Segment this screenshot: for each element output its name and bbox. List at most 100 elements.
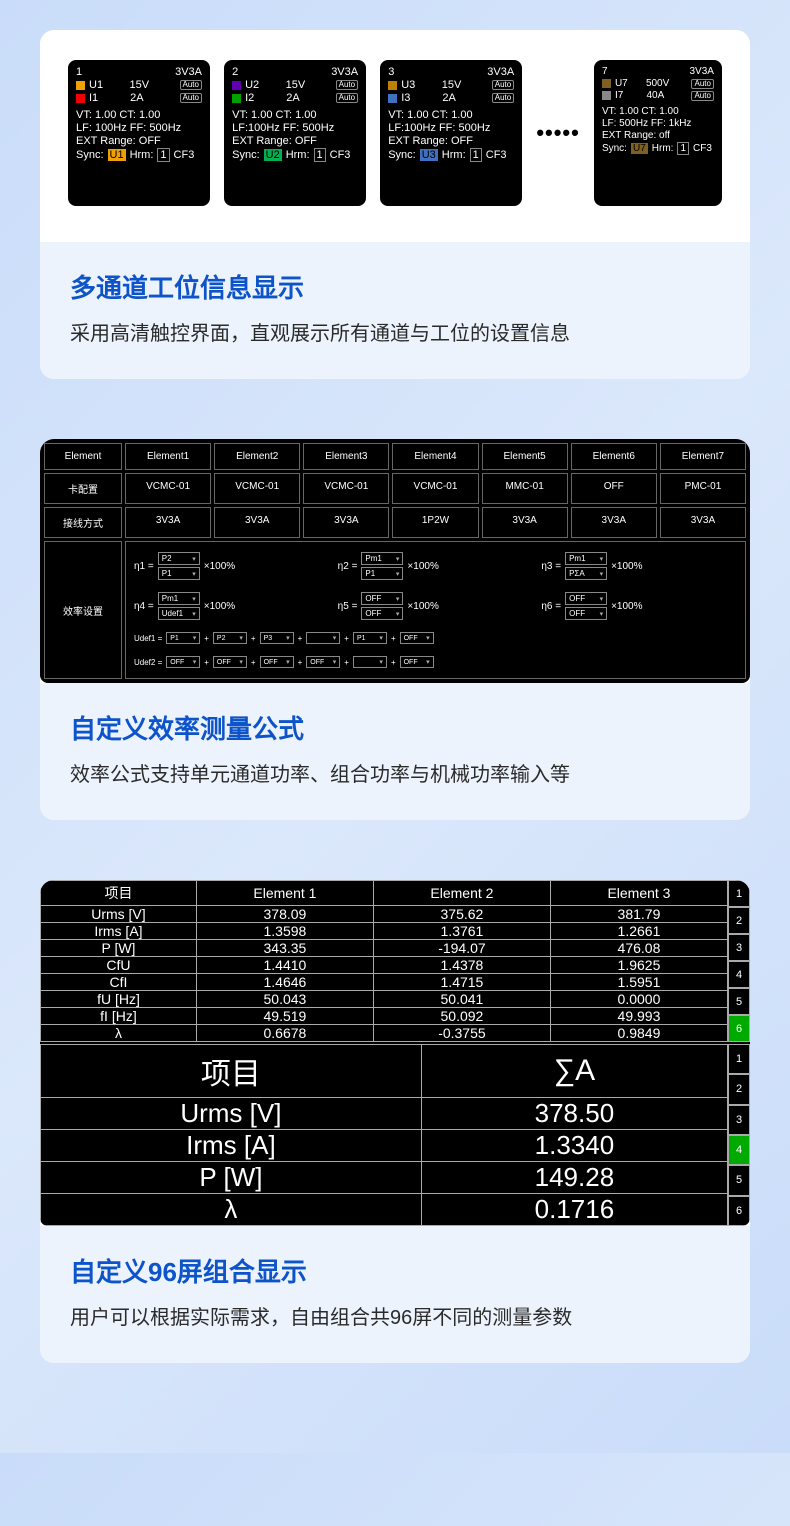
dropdown[interactable]: OFF▾ <box>400 632 434 644</box>
data-cell: 375.62 <box>373 906 550 923</box>
cfg-cell[interactable]: Element2 <box>214 443 300 470</box>
eff-body: ElementElement1Element2Element3Element4E… <box>40 439 750 683</box>
card3-title: 自定义96屏组合显示 <box>70 1252 720 1289</box>
eta-formula: η3 =Pm1▾PΣA▾×100% <box>541 552 737 580</box>
data-cell: 50.043 <box>196 991 373 1008</box>
cfg-label: 接线方式 <box>44 507 122 538</box>
data-cell: CfI <box>41 974 197 991</box>
dropdown[interactable]: P1▾ <box>361 567 403 580</box>
data-cell: 1.4378 <box>373 957 550 974</box>
cfg-cell[interactable]: Element3 <box>303 443 389 470</box>
channel-panel[interactable]: 23V3AU215VAutoI22AAutoVT: 1.00 CT: 1.00L… <box>224 60 366 206</box>
data-cell: CfU <box>41 957 197 974</box>
dropdown[interactable]: OFF▾ <box>306 656 340 668</box>
data-cell: Urms [V] <box>41 1098 422 1130</box>
dropdown[interactable]: P1▾ <box>353 632 387 644</box>
channel-panel[interactable]: 73V3AU7500VAutoI740AAutoVT: 1.00 CT: 1.0… <box>594 60 722 206</box>
dropdown[interactable]: OFF▾ <box>213 656 247 668</box>
dropdown[interactable]: OFF▾ <box>166 656 200 668</box>
dropdown[interactable]: P1▾ <box>158 567 200 580</box>
cfg-cell[interactable]: 3V3A <box>125 507 211 538</box>
cfg-cell[interactable]: VCMC-01 <box>125 473 211 504</box>
page-index[interactable]: 123456 <box>728 1044 750 1226</box>
dropdown[interactable]: P2▾ <box>213 632 247 644</box>
cfg-cell[interactable]: Element4 <box>392 443 478 470</box>
cfg-cell[interactable]: PMC-01 <box>660 473 746 504</box>
data-cell: -194.07 <box>373 940 550 957</box>
data-cell: P [W] <box>41 940 197 957</box>
meas: 项目Element 1Element 2Element 3Urms [V]378… <box>40 880 750 1226</box>
data-cell: 1.4410 <box>196 957 373 974</box>
card3-footer: 自定义96屏组合显示 用户可以根据实际需求，自由组合共96屏不同的测量参数 <box>40 1226 750 1363</box>
dropdown[interactable]: Udef1▾ <box>158 607 200 620</box>
cfg-label: 卡配置 <box>44 473 122 504</box>
dropdown[interactable]: Pm1▾ <box>158 592 200 605</box>
card-efficiency: ElementElement1Element2Element3Element4E… <box>40 439 750 820</box>
data-cell: Irms [A] <box>41 1130 422 1162</box>
data-cell: 378.09 <box>196 906 373 923</box>
dropdown[interactable]: PΣA▾ <box>565 567 607 580</box>
cfg-label: Element <box>44 443 122 470</box>
card3-desc: 用户可以根据实际需求，自由组合共96屏不同的测量参数 <box>70 1303 720 1333</box>
dropdown[interactable]: OFF▾ <box>400 656 434 668</box>
dropdown[interactable]: ▾ <box>353 656 387 668</box>
dropdown[interactable]: ▾ <box>306 632 340 644</box>
cfg-cell[interactable]: 3V3A <box>303 507 389 538</box>
cfg-cell[interactable]: VCMC-01 <box>392 473 478 504</box>
eff-label: 效率设置 <box>44 541 122 679</box>
card2-desc: 效率公式支持单元通道功率、组合功率与机械功率输入等 <box>70 760 720 790</box>
cfg-cell[interactable]: VCMC-01 <box>214 473 300 504</box>
card2-footer: 自定义效率测量公式 效率公式支持单元通道功率、组合功率与机械功率输入等 <box>40 683 750 820</box>
meas-body: 项目Element 1Element 2Element 3Urms [V]378… <box>40 880 750 1226</box>
data-cell: Irms [A] <box>41 923 197 940</box>
data-cell: fU [Hz] <box>41 991 197 1008</box>
cfg-cell[interactable]: 1P2W <box>392 507 478 538</box>
dropdown[interactable]: OFF▾ <box>565 592 607 605</box>
page-index[interactable]: 123456 <box>728 880 750 1042</box>
channel-panel[interactable]: 33V3AU315VAutoI32AAutoVT: 1.00 CT: 1.00L… <box>380 60 522 206</box>
eta-formula: η5 =OFF▾OFF▾×100% <box>338 592 534 620</box>
data-cell: 1.3598 <box>196 923 373 940</box>
cfg-cell[interactable]: OFF <box>571 473 657 504</box>
card-measurements: 项目Element 1Element 2Element 3Urms [V]378… <box>40 880 750 1363</box>
cfg-cell[interactable]: Element5 <box>482 443 568 470</box>
card1-desc: 采用高清触控界面，直观展示所有通道与工位的设置信息 <box>70 319 720 349</box>
cfg-cell[interactable]: 3V3A <box>571 507 657 538</box>
card1-title: 多通道工位信息显示 <box>70 268 720 305</box>
data-cell: fI [Hz] <box>41 1008 197 1025</box>
data-table: 项目Element 1Element 2Element 3Urms [V]378… <box>40 880 728 1042</box>
cfg-cell[interactable]: Element1 <box>125 443 211 470</box>
dropdown[interactable]: Pm1▾ <box>361 552 403 565</box>
cfg-cell[interactable]: Element7 <box>660 443 746 470</box>
data-cell: 49.993 <box>550 1008 727 1025</box>
panels-row: 13V3AU115VAutoI12AAutoVT: 1.00 CT: 1.00L… <box>68 60 722 206</box>
dropdown[interactable]: OFF▾ <box>361 592 403 605</box>
cfg-table: ElementElement1Element2Element3Element4E… <box>40 439 750 683</box>
dropdown[interactable]: Pm1▾ <box>565 552 607 565</box>
eta-formula: η6 =OFF▾OFF▾×100% <box>541 592 737 620</box>
cfg-cell[interactable]: VCMC-01 <box>303 473 389 504</box>
dropdown[interactable]: OFF▾ <box>565 607 607 620</box>
channels-body: 13V3AU115VAutoI12AAutoVT: 1.00 CT: 1.00L… <box>40 30 750 242</box>
data-cell: 1.5951 <box>550 974 727 991</box>
data-cell: 381.79 <box>550 906 727 923</box>
dropdown[interactable]: P1▾ <box>166 632 200 644</box>
cfg-cell[interactable]: MMC-01 <box>482 473 568 504</box>
data-cell: P [W] <box>41 1162 422 1194</box>
cfg-cell[interactable]: 3V3A <box>660 507 746 538</box>
data-cell: -0.3755 <box>373 1025 550 1042</box>
data-table: 项目∑AUrms [V]378.50Irms [A]1.3340P [W]149… <box>40 1044 728 1226</box>
channel-panel[interactable]: 13V3AU115VAutoI12AAutoVT: 1.00 CT: 1.00L… <box>68 60 210 206</box>
data-cell: 1.3761 <box>373 923 550 940</box>
dropdown[interactable]: OFF▾ <box>260 656 294 668</box>
data-cell: λ <box>41 1025 197 1042</box>
dropdown[interactable]: P2▾ <box>158 552 200 565</box>
card-channels: 13V3AU115VAutoI12AAutoVT: 1.00 CT: 1.00L… <box>40 30 750 379</box>
data-cell: 0.9849 <box>550 1025 727 1042</box>
cfg-cell[interactable]: 3V3A <box>482 507 568 538</box>
dropdown[interactable]: P3▾ <box>260 632 294 644</box>
data-cell: 1.2661 <box>550 923 727 940</box>
cfg-cell[interactable]: Element6 <box>571 443 657 470</box>
dropdown[interactable]: OFF▾ <box>361 607 403 620</box>
cfg-cell[interactable]: 3V3A <box>214 507 300 538</box>
